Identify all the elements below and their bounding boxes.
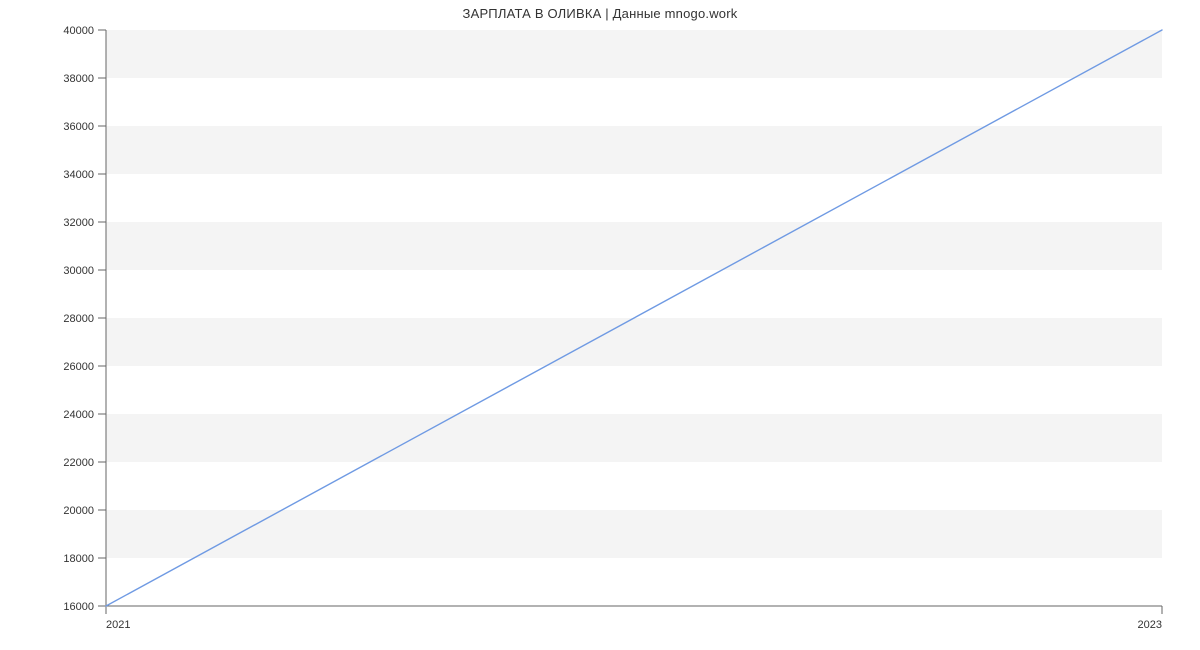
y-tick-label: 16000 [63, 601, 94, 613]
grid-band [106, 366, 1162, 414]
grid-band [106, 462, 1162, 510]
y-tick-label: 24000 [63, 409, 94, 421]
grid-band [106, 30, 1162, 78]
chart-svg: 16000 18000 20000 22000 24000 26000 28000 30000… [0, 0, 1200, 650]
grid-band [106, 222, 1162, 270]
salary-chart: ЗАРПЛАТА В ОЛИВКА | Данные mnogo.work 16… [0, 0, 1200, 650]
y-tick-label: 40000 [63, 25, 94, 37]
y-tick-label: 32000 [63, 217, 94, 229]
y-tick-label: 18000 [63, 553, 94, 565]
y-tick-label: 20000 [63, 505, 94, 517]
y-tick-label: 28000 [63, 313, 94, 325]
x-tick-label: 2023 [1138, 619, 1162, 631]
grid-band [106, 78, 1162, 126]
grid-band [106, 174, 1162, 222]
x-tick-label: 2021 [106, 619, 130, 631]
y-tick-label: 36000 [63, 121, 94, 133]
grid-band [106, 270, 1162, 318]
y-tick-label: 34000 [63, 169, 94, 181]
grid-band [106, 126, 1162, 174]
grid-band [106, 318, 1162, 366]
y-tick-label: 22000 [63, 457, 94, 469]
grid-band [106, 414, 1162, 462]
y-tick-label: 38000 [63, 73, 94, 85]
y-tick-label: 30000 [63, 265, 94, 277]
grid-band [106, 510, 1162, 558]
y-tick-label: 26000 [63, 361, 94, 373]
grid-band [106, 558, 1162, 606]
